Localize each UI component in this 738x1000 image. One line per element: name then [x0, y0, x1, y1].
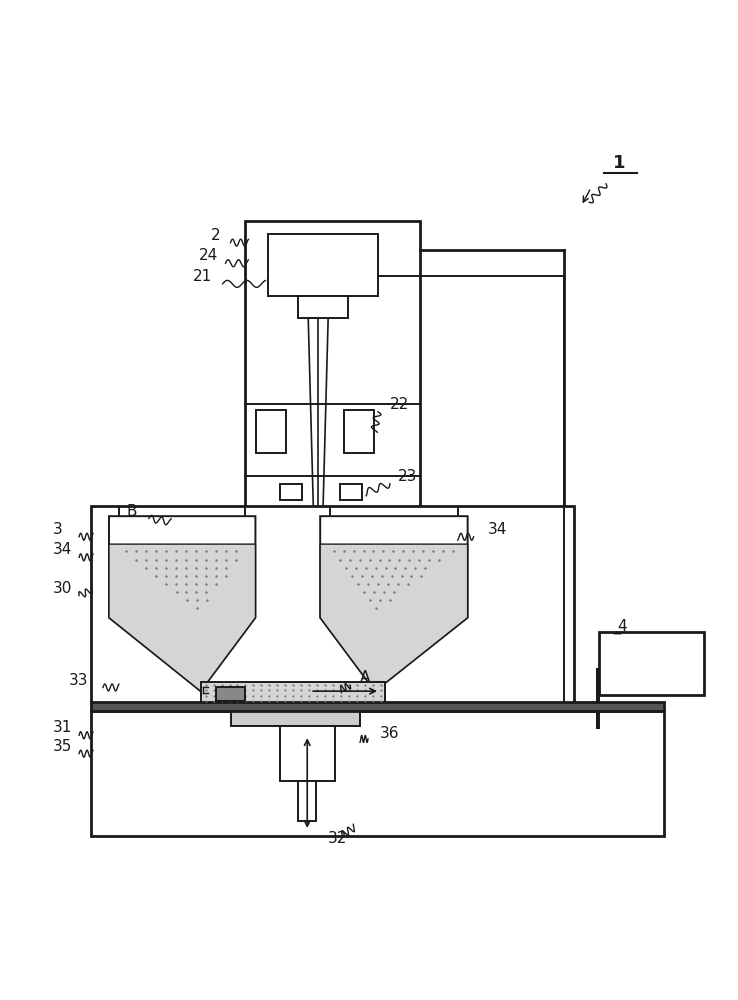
Text: 2: 2 — [210, 228, 220, 243]
Bar — [201, 682, 385, 703]
Text: 22: 22 — [390, 397, 409, 412]
Text: 24: 24 — [199, 248, 218, 263]
Bar — [269, 234, 378, 296]
Text: B: B — [127, 504, 137, 519]
Text: 4: 4 — [617, 619, 627, 634]
Polygon shape — [109, 516, 255, 691]
Polygon shape — [109, 544, 255, 691]
Text: 30: 30 — [53, 581, 72, 596]
Text: 33: 33 — [69, 673, 89, 688]
Bar — [230, 711, 360, 726]
Bar — [298, 296, 348, 318]
Bar — [256, 410, 286, 453]
Bar — [599, 632, 704, 695]
Bar — [91, 711, 664, 836]
Text: 34: 34 — [488, 522, 507, 537]
Text: 32: 32 — [328, 831, 348, 846]
Bar — [298, 781, 316, 821]
Bar — [215, 687, 246, 701]
Text: 31: 31 — [53, 720, 72, 735]
Bar — [280, 484, 303, 500]
Text: 1: 1 — [613, 154, 625, 172]
Bar — [246, 221, 420, 507]
Bar — [91, 702, 664, 711]
Polygon shape — [320, 544, 468, 691]
Text: 23: 23 — [398, 469, 417, 484]
Text: 3: 3 — [53, 522, 63, 537]
Bar — [280, 726, 335, 781]
Text: A: A — [360, 670, 370, 685]
Polygon shape — [320, 516, 468, 691]
Text: 35: 35 — [53, 739, 72, 754]
Bar — [344, 410, 374, 453]
Text: 34: 34 — [53, 542, 72, 557]
Bar — [340, 484, 362, 500]
Text: 36: 36 — [380, 726, 399, 741]
Bar — [91, 506, 574, 704]
Text: 21: 21 — [193, 269, 212, 284]
